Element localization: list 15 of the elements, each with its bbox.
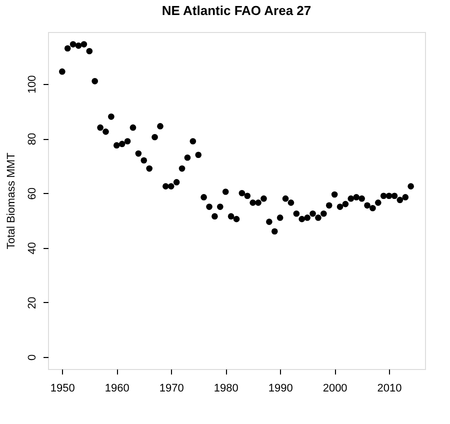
y-tick-label: 20	[26, 296, 38, 309]
x-tick-label: 1980	[214, 382, 238, 394]
x-tick-label: 1960	[104, 382, 130, 394]
y-tick-label: 80	[26, 132, 38, 146]
x-tick-label: 1970	[159, 382, 184, 394]
y-tick-label: 40	[26, 242, 38, 254]
x-tick-label: 1990	[268, 382, 293, 394]
y-tick-label: 60	[26, 188, 38, 200]
y-tick-label: 100	[26, 75, 38, 94]
x-tick-label: 1950	[50, 382, 75, 394]
x-tick-label: 2010	[377, 382, 402, 394]
y-tick-label: 0	[26, 354, 38, 361]
y-axis-title: Total Biomass MMT	[6, 152, 18, 250]
x-tick-label: 2000	[322, 382, 348, 394]
chart-title: NE Atlantic FAO Area 27	[162, 3, 312, 18]
